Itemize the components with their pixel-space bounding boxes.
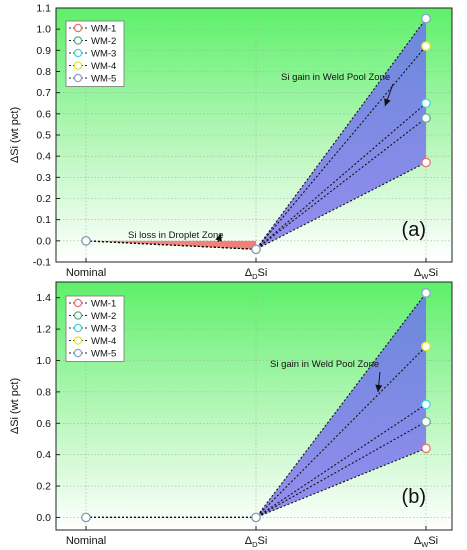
y-tick-label: 1.2 xyxy=(36,324,51,336)
legend-label: WM-3 xyxy=(91,49,116,60)
y-axis-label: ΔSi (wt pct) xyxy=(9,378,21,434)
data-point-wm-1 xyxy=(421,157,431,168)
x-tick-label-tail: Si xyxy=(258,535,268,547)
legend-marker xyxy=(73,298,83,308)
y-tick-label: -0.1 xyxy=(33,257,51,269)
legend-label: WM-1 xyxy=(91,24,116,35)
legend-marker xyxy=(73,311,83,320)
x-tick-label-tail: Si xyxy=(428,267,438,279)
legend-label: WM-2 xyxy=(91,311,116,322)
series-line-wm-5 xyxy=(85,18,427,250)
y-tick-label: 0.7 xyxy=(36,87,51,99)
data-point-wm-3 xyxy=(421,399,431,410)
y-tick-label: 0.4 xyxy=(36,449,51,461)
y-tick-label: 0.6 xyxy=(36,108,51,120)
y-tick-label: 1.0 xyxy=(36,24,51,36)
y-tick-label: 0.2 xyxy=(36,481,51,493)
y-tick-label: 0.8 xyxy=(36,66,51,78)
y-axis-label: ΔSi (wt pct) xyxy=(9,107,21,163)
x-tick-label-main: Δ xyxy=(245,535,253,547)
panel-label: (b) xyxy=(402,486,426,508)
annotation-arrow-head xyxy=(384,98,391,106)
y-tick-label: 0.4 xyxy=(36,151,51,163)
y-tick-label: 0.1 xyxy=(36,214,51,226)
y-tick-label: 0.0 xyxy=(36,512,51,524)
data-point-wm-1 xyxy=(421,443,431,454)
y-tick-label: 0.0 xyxy=(36,235,51,247)
data-point-wm-5 xyxy=(251,512,261,523)
x-tick-label-sub: D xyxy=(252,540,258,549)
x-tick-label-main: Δ xyxy=(414,267,422,279)
x-tick-label: ΔWSi xyxy=(414,535,438,549)
x-tick-label-sub: W xyxy=(421,540,429,549)
panel-label: (a) xyxy=(402,219,426,241)
y-tick-label: 0.2 xyxy=(36,193,51,205)
legend-marker xyxy=(73,323,83,333)
legend-label: WM-4 xyxy=(91,61,116,72)
data-point-wm-4 xyxy=(421,41,431,51)
annotation-text: Si loss in Droplet Zone xyxy=(128,230,224,241)
legend-label: WM-3 xyxy=(91,324,116,335)
x-tick-label: ΔWSi xyxy=(414,267,438,281)
x-tick-label: ΔDSi xyxy=(245,267,268,281)
data-point-wm-5 xyxy=(81,512,91,523)
data-point-wm-5 xyxy=(421,288,431,298)
data-point-wm-5 xyxy=(81,235,91,246)
legend-label: WM-5 xyxy=(91,74,116,85)
x-tick-label-tail: Si xyxy=(258,267,268,279)
data-point-wm-3 xyxy=(421,98,431,109)
x-tick-label: Nominal xyxy=(66,267,106,279)
data-point-wm-5 xyxy=(251,244,261,255)
x-tick-label-sub: D xyxy=(252,272,258,281)
annotation-arrow-head xyxy=(215,234,222,242)
legend-marker xyxy=(73,36,83,45)
data-point-wm-5 xyxy=(421,13,431,24)
legend-label: WM-4 xyxy=(91,336,116,347)
y-tick-label: 0.6 xyxy=(36,418,51,430)
x-tick-label-main: Δ xyxy=(414,535,422,547)
y-tick-label: 0.8 xyxy=(36,386,51,398)
y-tick-label: 0.9 xyxy=(36,45,51,57)
legend-label: WM-1 xyxy=(91,299,116,310)
y-tick-label: 0.3 xyxy=(36,172,51,184)
annotation-arrow-head xyxy=(375,384,383,392)
y-tick-label: 1.4 xyxy=(36,292,51,304)
legend-label: WM-5 xyxy=(91,349,116,360)
annotation-text: Si gain in Weld Pool Zone xyxy=(270,359,379,370)
legend-marker xyxy=(73,48,83,58)
x-tick-label-sub: W xyxy=(421,272,429,281)
legend-marker xyxy=(73,348,83,358)
annotation-text: Si gain in Weld Pool Zone xyxy=(281,72,390,83)
chart-panel-a: -0.1 0.0 0.1 0.2 0.3 0.4 0.5 0.6 0.7 0.8 0.9 1.0 1.1… xyxy=(9,3,453,281)
plot-frame xyxy=(55,281,453,531)
legend-marker xyxy=(73,23,83,33)
legend-label: WM-2 xyxy=(91,36,116,47)
x-tick-label-main: Nominal xyxy=(66,535,106,547)
y-tick-label: 0.5 xyxy=(36,130,51,142)
x-tick-label: ΔDSi xyxy=(245,535,268,549)
x-tick-label: Nominal xyxy=(66,535,106,547)
legend-marker xyxy=(73,61,83,70)
x-tick-label-main: Nominal xyxy=(66,267,106,279)
data-point-wm-2 xyxy=(421,416,431,427)
x-tick-label-tail: Si xyxy=(428,535,438,547)
y-tick-label: 1.1 xyxy=(36,3,51,15)
data-point-wm-2 xyxy=(421,113,431,123)
x-tick-label-main: Δ xyxy=(245,267,253,279)
y-tick-label: 1.0 xyxy=(36,355,51,367)
legend-marker xyxy=(73,336,83,345)
data-point-wm-4 xyxy=(421,341,431,352)
legend-marker xyxy=(73,73,83,83)
